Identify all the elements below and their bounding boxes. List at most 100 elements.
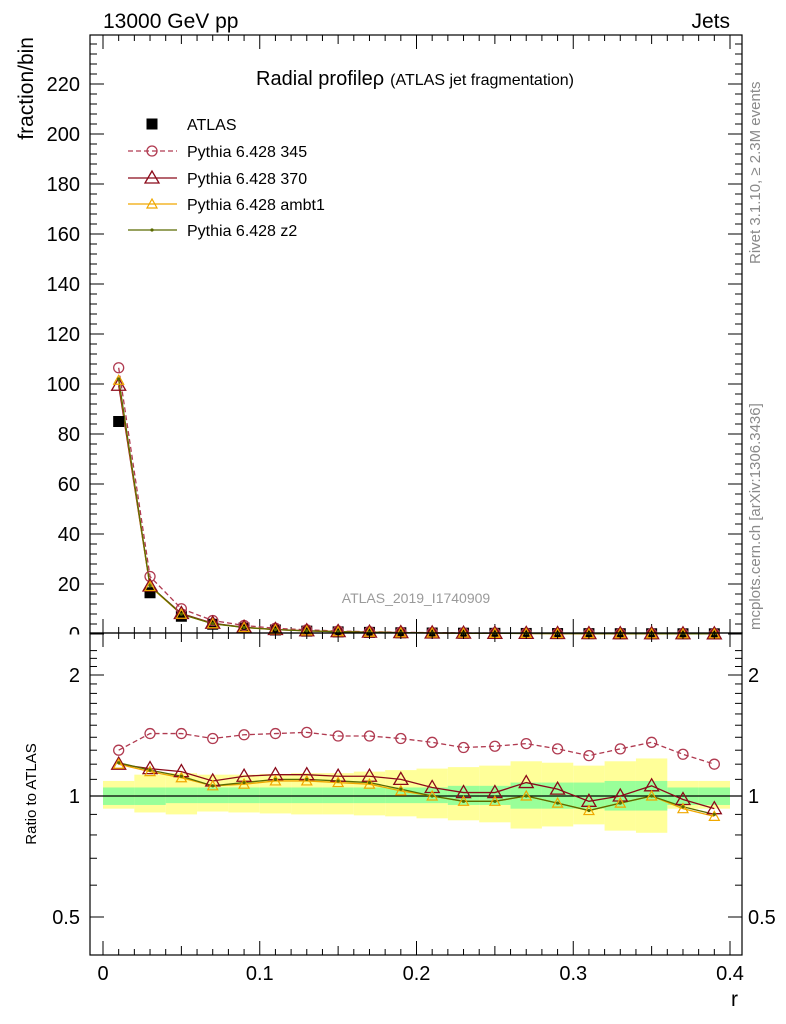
main-y-tick-label: 40 — [58, 524, 80, 546]
legend-label: Pythia 6.428 370 — [187, 171, 307, 188]
ratio-panel: 0.5 0.5 1 1 2 2 0 0.1 0.2 0.3 0.4 Ratio to ATLAS r — [23, 632, 776, 1011]
main-data-point — [113, 416, 125, 427]
ratio-data-point — [426, 736, 438, 748]
x-tick-label: 0.2 — [403, 963, 431, 985]
main-data-point — [235, 618, 253, 633]
x-tick-label: 0.3 — [559, 963, 587, 985]
ratio-data-point — [175, 771, 188, 783]
chart-title-main: Radial profile — [256, 68, 373, 90]
legend-label: Pythia 6.428 z2 — [187, 223, 297, 240]
main-panel: 204060801001201401601802002200 ATLAS_201… — [15, 34, 743, 647]
ratio-data-point — [301, 726, 313, 738]
main-y-tick-label: 200 — [47, 124, 80, 146]
main-y-tick-labels: 204060801001201401601802002200 — [47, 74, 88, 647]
legend-marker — [150, 228, 154, 232]
main-y-axis-label: fraction/bin — [15, 37, 38, 140]
stat-uncertainty-band — [197, 787, 229, 804]
ratio-axis-ticks — [90, 633, 742, 955]
legend-marker — [143, 169, 161, 184]
ratio-frame — [89, 632, 743, 956]
ratio-y-tick-label-right: 1 — [748, 786, 759, 808]
stat-uncertainty-band — [259, 787, 292, 804]
main-y-tick-label: 160 — [47, 224, 80, 246]
ratio-data-point — [305, 777, 309, 781]
ratio-data-point — [148, 768, 152, 772]
main-y-tick-label: 180 — [47, 174, 80, 196]
main-data-point — [144, 587, 156, 599]
ratio-data-point — [520, 789, 533, 801]
chart-title: Radial profileρ (ATLAS jet fragmentation) — [256, 68, 574, 90]
main-data-point — [273, 628, 278, 632]
analysis-watermark: ATLAS_2019_I1740909 — [342, 590, 491, 606]
main-data-point — [211, 622, 215, 626]
legend-label: ATLAS — [187, 117, 237, 134]
ratio-data-point — [238, 729, 250, 741]
ratio-data-point — [708, 810, 721, 821]
ratio-data-point — [426, 789, 439, 801]
stat-uncertainty-band — [228, 787, 260, 804]
ratio-y-tick-label-right: 2 — [748, 665, 759, 687]
ratio-data-point — [587, 808, 591, 813]
ratio-data-point — [489, 740, 501, 752]
ratio-data-point — [363, 777, 376, 789]
ratio-data-point — [175, 727, 188, 740]
ratio-data-point — [488, 795, 501, 806]
ratio-data-point — [141, 760, 159, 775]
ratio-data-point — [269, 727, 282, 740]
legend-label: Pythia 6.428 345 — [187, 144, 307, 161]
main-zero-mask — [60, 634, 88, 647]
ratio-data-point — [269, 774, 282, 786]
main-data-point — [112, 374, 125, 385]
ratio-data-point — [461, 799, 466, 803]
stat-uncertainty-band — [322, 787, 354, 804]
ratio-data-point — [645, 789, 658, 801]
ratio-data-point — [110, 755, 127, 770]
main-y-tick-label: 140 — [47, 274, 80, 296]
ratio-data-point — [238, 777, 251, 789]
ratio-data-point — [676, 802, 689, 814]
main-y-tick-label: 20 — [58, 574, 80, 596]
stat-uncertainty-band — [291, 787, 323, 804]
ratio-data-point — [336, 779, 340, 783]
ratio-data-point — [524, 794, 528, 798]
ratio-data-point — [430, 794, 434, 798]
ratio-data-point — [520, 737, 532, 750]
ratio-data-point — [332, 776, 345, 788]
ratio-data-point — [207, 732, 219, 745]
ratio-data-point — [457, 795, 470, 806]
ratio-data-point — [708, 758, 720, 770]
ratio-data-point — [179, 774, 183, 778]
ratio-y-axis-label: Ratio to ATLAS — [23, 743, 40, 844]
main-data-point — [175, 610, 187, 622]
ratio-data-point — [614, 796, 627, 808]
ratio-data-point — [273, 777, 278, 781]
legend-marker — [145, 197, 159, 209]
x-axis-label: r — [731, 988, 738, 1011]
main-data-point — [113, 362, 125, 374]
ratio-data-point — [681, 805, 685, 809]
ratio-data-point — [614, 743, 626, 755]
ratio-data-point — [582, 804, 595, 816]
ratio-data-point — [367, 780, 372, 785]
ratio-data-point — [549, 780, 566, 795]
legend-label: Pythia 6.428 ambt1 — [187, 197, 325, 214]
ratio-y-tick-label: 2 — [69, 665, 80, 687]
ratio-data-point — [300, 774, 313, 786]
rivet-version-label: Rivet 3.1.10, ≥ 2.3M events — [747, 82, 764, 265]
main-data-point — [144, 580, 157, 592]
stat-uncertainty-band — [165, 787, 198, 804]
ratio-data-point — [650, 794, 654, 798]
main-data-point — [238, 621, 251, 633]
ratio-data-point — [555, 801, 560, 805]
ratio-data-point — [395, 732, 407, 745]
ratio-data-point — [551, 796, 564, 808]
ratio-data-point — [424, 779, 441, 794]
main-data-point — [148, 584, 152, 588]
ratio-data-point — [392, 771, 409, 786]
ratio-data-point — [206, 779, 219, 791]
ratio-series-line — [118, 762, 715, 816]
ratio-data-point — [618, 801, 622, 805]
ratio-data-point — [332, 730, 344, 742]
x-tick-label: 0.4 — [716, 963, 744, 985]
